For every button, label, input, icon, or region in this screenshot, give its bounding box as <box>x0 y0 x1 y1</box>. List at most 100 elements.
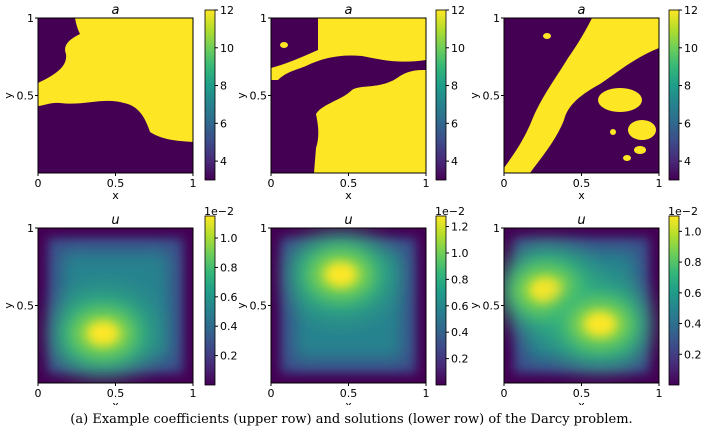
subplot-1 <box>35 9 218 181</box>
x-tick-label: 0.5 <box>573 177 591 190</box>
colorbar-tick-label: 10 <box>220 42 234 55</box>
x-tick-label: 1 <box>190 387 197 400</box>
heatmap-field <box>504 228 659 383</box>
colorbar-tick-label: 1.2 <box>451 221 469 234</box>
colorbar-tick-label: 0.6 <box>220 291 238 304</box>
high-region-islet <box>273 71 279 77</box>
colorbar <box>669 216 679 385</box>
high-region <box>271 18 426 173</box>
colorbar-tick-label: 0.6 <box>684 287 702 300</box>
x-axis-label: x <box>112 399 119 405</box>
colorbar-tick-label: 0.2 <box>684 348 702 361</box>
high-region <box>504 18 659 173</box>
colorbar-tick-label: 0.2 <box>451 353 469 366</box>
subplot-5 <box>268 215 449 386</box>
x-tick-label: 0 <box>501 177 508 190</box>
high-region-islet <box>337 113 341 117</box>
y-tick-label: 1 <box>27 12 34 25</box>
colorbar-tick-label: 10 <box>684 42 698 55</box>
x-axis-label: x <box>578 189 585 202</box>
subplot-title: u <box>111 213 119 228</box>
subplot-title: a <box>345 3 353 18</box>
field-peak-max <box>87 321 120 346</box>
high-region-islet <box>610 129 616 135</box>
high-region-bump <box>628 120 656 140</box>
subplot-4 <box>35 215 218 386</box>
colorbar-tick-label: 0.4 <box>684 318 702 331</box>
colorbar-tick-label: 1.0 <box>220 232 238 245</box>
y-tick-label: 1 <box>493 12 500 25</box>
heatmap-field <box>271 228 426 383</box>
figure-caption: (a) Example coefficients (upper row) and… <box>70 412 633 427</box>
high-region-islet <box>543 33 551 39</box>
colorbar-offset-label: 1e−2 <box>435 205 465 218</box>
x-tick-label: 0 <box>35 177 42 190</box>
heatmap-field <box>38 18 193 173</box>
high-region-bump <box>598 88 642 112</box>
field-peak-max <box>324 262 357 287</box>
colorbar-tick-label: 6 <box>684 117 691 130</box>
y-axis-label: y <box>235 92 248 99</box>
colorbar-tick-label: 0.2 <box>220 350 238 363</box>
colorbar-frame <box>668 9 680 181</box>
heatmap-field <box>504 18 659 173</box>
y-tick-label: 1 <box>27 222 34 235</box>
colorbar-tick-label: 1.0 <box>684 225 702 238</box>
colorbar-tick-label: 8 <box>684 80 691 93</box>
subplot-title: a <box>578 3 586 18</box>
high-region <box>38 18 193 142</box>
x-axis-label: x <box>345 399 352 405</box>
colorbar-tick-label: 0.4 <box>220 320 238 333</box>
colorbar-tick-label: 0.6 <box>451 300 469 313</box>
subplot-title: a <box>112 3 120 18</box>
x-tick-label: 0 <box>35 387 42 400</box>
colorbar-tick-label: 4 <box>220 155 227 168</box>
x-tick-label: 1 <box>423 177 430 190</box>
x-tick-label: 0 <box>501 387 508 400</box>
colorbar-tick-label: 0.8 <box>684 256 702 269</box>
colorbar-tick-label: 8 <box>220 80 227 93</box>
high-region-islet <box>327 120 333 124</box>
x-tick-label: 0.5 <box>107 177 125 190</box>
colorbar-tick-label: 0.8 <box>451 273 469 286</box>
field-peak-max <box>529 278 562 302</box>
x-tick-label: 0 <box>268 177 275 190</box>
x-axis-label: x <box>112 189 119 202</box>
colorbar <box>205 10 215 180</box>
field-peak-max <box>584 312 617 337</box>
high-region-islet <box>346 98 350 102</box>
colorbar-frame <box>435 9 447 181</box>
subplot-6 <box>501 215 682 386</box>
y-tick-label: 0.5 <box>250 90 268 103</box>
colorbar-offset-label: 1e−2 <box>204 205 234 218</box>
y-tick-label: 1 <box>493 222 500 235</box>
colorbar-tick-label: 12 <box>684 4 698 17</box>
high-region-islet <box>280 42 288 48</box>
x-tick-label: 0.5 <box>573 387 591 400</box>
y-tick-label: 1 <box>260 222 267 235</box>
high-region-islet <box>634 146 646 154</box>
subplot-title: u <box>577 213 585 228</box>
y-axis-label: y <box>2 302 15 309</box>
colorbar-tick-label: 0.8 <box>220 261 238 274</box>
colorbar <box>436 216 446 385</box>
subplot-title: u <box>344 213 352 228</box>
colorbar-offset-label: 1e−2 <box>668 205 698 218</box>
x-tick-label: 1 <box>656 387 663 400</box>
colorbar-tick-label: 12 <box>220 4 234 17</box>
colorbar <box>436 10 446 180</box>
subplot-3 <box>501 9 682 181</box>
colorbar-tick-label: 10 <box>451 42 465 55</box>
colorbar-tick-label: 6 <box>220 117 227 130</box>
colorbar-tick-label: 4 <box>684 155 691 168</box>
colorbar-tick-label: 8 <box>451 80 458 93</box>
y-tick-label: 0.5 <box>483 300 501 313</box>
colorbar-tick-label: 4 <box>451 155 458 168</box>
colorbar-frame <box>204 9 216 181</box>
colorbar-frame <box>204 215 216 386</box>
x-tick-label: 1 <box>656 177 663 190</box>
x-tick-label: 1 <box>423 387 430 400</box>
colorbar-tick-label: 6 <box>451 117 458 130</box>
x-tick-label: 0.5 <box>340 177 358 190</box>
heatmap-field <box>38 228 193 383</box>
